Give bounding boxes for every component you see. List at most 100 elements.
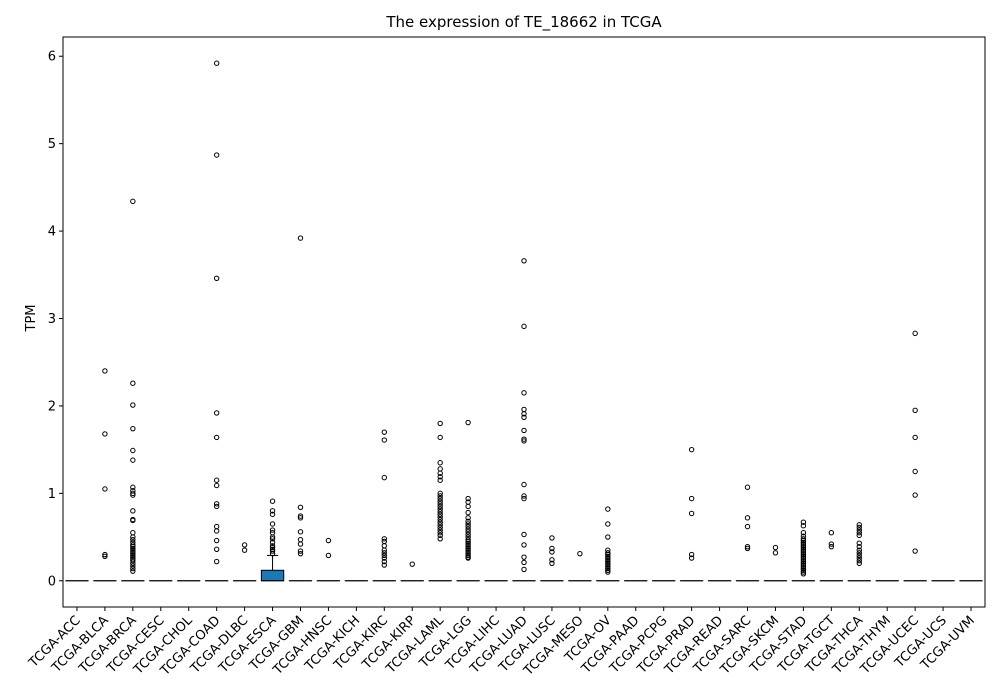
box-group xyxy=(372,429,396,582)
outlier-point xyxy=(521,493,527,499)
outlier-point xyxy=(437,522,443,528)
outlier-point xyxy=(409,561,415,567)
outlier-point xyxy=(102,553,108,559)
outlier-point xyxy=(465,555,471,561)
outlier-point xyxy=(102,431,108,437)
outlier-point xyxy=(688,555,695,561)
outlier-point xyxy=(213,546,220,553)
outlier-point xyxy=(297,235,304,241)
outlier-point xyxy=(130,543,136,550)
box-group xyxy=(903,330,927,582)
outlier-point xyxy=(744,484,751,490)
box-group xyxy=(847,522,871,582)
outlier-point xyxy=(800,560,807,566)
plot-frame xyxy=(62,36,986,608)
outlier-point xyxy=(437,519,443,525)
outlier-point xyxy=(521,542,527,548)
outlier-point xyxy=(130,508,136,514)
outlier-point xyxy=(213,152,220,158)
box-group xyxy=(204,60,229,582)
outlier-point xyxy=(744,523,751,530)
outlier-point xyxy=(549,545,555,552)
outlier-point xyxy=(800,548,807,554)
outlier-point xyxy=(800,569,807,575)
outlier-point xyxy=(437,527,443,533)
outlier-point xyxy=(297,504,304,511)
box-group xyxy=(791,519,816,582)
y-tick-label: 3 xyxy=(48,312,56,327)
y-tick-label: 6 xyxy=(48,50,56,65)
outlier-point xyxy=(828,529,835,536)
box-group xyxy=(735,484,760,582)
outlier-point xyxy=(465,419,471,426)
outlier-point xyxy=(605,558,611,565)
outlier-point xyxy=(521,414,527,420)
outlier-point xyxy=(828,543,835,550)
y-axis: 0 1 2 3 4 5 6 xyxy=(48,50,63,589)
outlier-point xyxy=(130,457,136,463)
outlier-point xyxy=(800,544,807,551)
outlier-point xyxy=(800,551,807,558)
outlier-point xyxy=(437,503,443,510)
outlier-point xyxy=(521,559,527,566)
box-group xyxy=(121,198,145,582)
outlier-point xyxy=(213,410,220,416)
outlier-point xyxy=(744,515,751,521)
outlier-point xyxy=(269,539,276,546)
outlier-point xyxy=(437,514,443,520)
box-group xyxy=(260,498,285,582)
outlier-point xyxy=(772,544,779,551)
outlier-point xyxy=(437,493,443,499)
outlier-point xyxy=(130,490,136,497)
outlier-point xyxy=(130,542,136,548)
outlier-point xyxy=(549,549,555,555)
outlier-point xyxy=(521,436,527,442)
y-tick-label: 0 xyxy=(48,574,56,589)
outlier-point xyxy=(381,550,388,556)
outlier-point xyxy=(213,537,220,544)
box-group xyxy=(568,550,592,582)
outlier-point xyxy=(130,380,136,386)
outlier-point xyxy=(437,490,443,497)
outlier-point xyxy=(605,506,611,512)
outlier-point xyxy=(130,547,136,553)
outlier-point xyxy=(605,567,611,573)
box-group xyxy=(679,446,704,582)
outlier-point xyxy=(800,543,807,549)
outlier-point xyxy=(856,555,862,561)
outlier-point xyxy=(437,495,443,502)
outlier-point xyxy=(856,532,862,539)
outlier-point xyxy=(605,560,611,566)
outlier-point xyxy=(465,531,471,538)
outlier-point xyxy=(521,390,527,396)
outlier-point xyxy=(130,565,136,572)
outlier-point xyxy=(437,470,443,476)
outlier-point xyxy=(577,550,583,557)
box-group xyxy=(288,235,313,582)
box-group xyxy=(93,368,117,582)
outlier-point xyxy=(856,522,862,528)
outlier-point xyxy=(297,515,304,521)
outlier-point xyxy=(744,545,751,552)
y-tick-label: 2 xyxy=(48,399,56,414)
outlier-point xyxy=(605,550,611,556)
outlier-point xyxy=(856,552,862,559)
outlier-point xyxy=(269,498,276,504)
outlier-point xyxy=(856,547,862,553)
outlier-point xyxy=(605,564,611,570)
outlier-point xyxy=(521,554,527,560)
outlier-point xyxy=(856,550,862,556)
outlier-point xyxy=(521,481,527,488)
outlier-point xyxy=(437,434,443,441)
outlier-point xyxy=(800,564,807,570)
outlier-point xyxy=(856,557,862,564)
outlier-point xyxy=(800,546,807,553)
y-tick-label: 1 xyxy=(48,487,56,502)
outlier-point xyxy=(856,529,862,536)
outlier-point xyxy=(381,474,388,481)
outlier-point xyxy=(269,543,276,549)
box-group xyxy=(400,561,424,582)
outlier-point xyxy=(213,501,220,507)
y-tick-label: 4 xyxy=(48,225,56,240)
